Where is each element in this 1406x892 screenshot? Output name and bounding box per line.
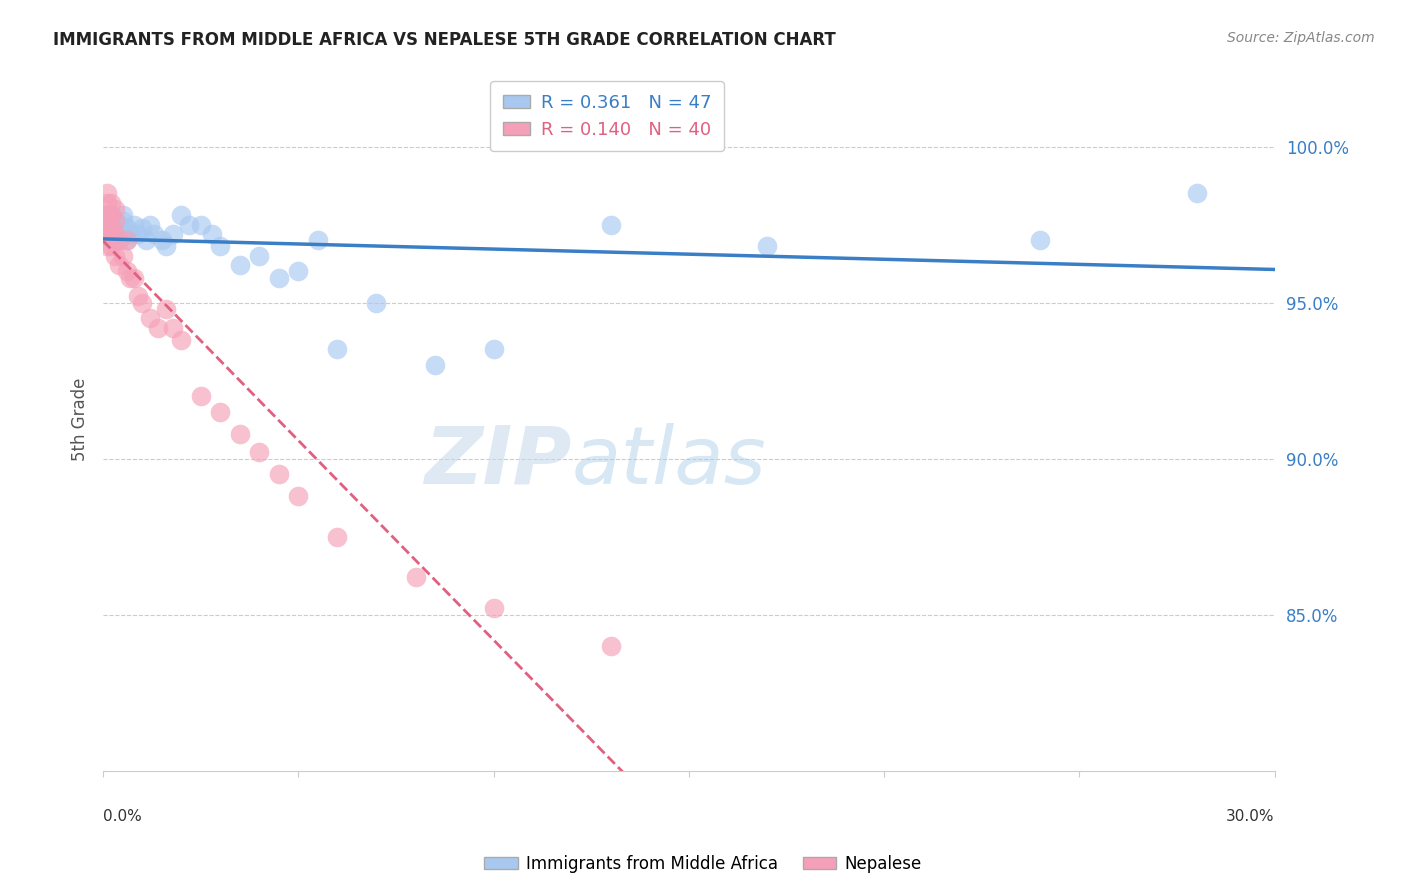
Point xyxy=(139,311,162,326)
Point xyxy=(135,233,157,247)
Point xyxy=(115,233,138,247)
Point xyxy=(150,233,173,247)
Point xyxy=(91,218,114,232)
Point xyxy=(100,239,122,253)
Point xyxy=(209,239,232,253)
Point xyxy=(104,214,127,228)
Point xyxy=(267,467,290,482)
Text: IMMIGRANTS FROM MIDDLE AFRICA VS NEPALESE 5TH GRADE CORRELATION CHART: IMMIGRANTS FROM MIDDLE AFRICA VS NEPALES… xyxy=(53,31,837,49)
Point xyxy=(155,301,177,316)
Point xyxy=(104,214,127,228)
Point xyxy=(104,249,127,263)
Point xyxy=(104,227,127,241)
Text: 30.0%: 30.0% xyxy=(1226,809,1275,824)
Point xyxy=(104,220,127,235)
Point xyxy=(107,233,129,247)
Point xyxy=(127,289,149,303)
Point xyxy=(107,224,129,238)
Point xyxy=(229,258,252,272)
Point xyxy=(229,426,252,441)
Point xyxy=(91,208,114,222)
Point xyxy=(756,239,779,253)
Point xyxy=(96,186,118,201)
Point xyxy=(170,208,193,222)
Text: Source: ZipAtlas.com: Source: ZipAtlas.com xyxy=(1227,31,1375,45)
Point xyxy=(326,343,349,357)
Point xyxy=(326,530,349,544)
Point xyxy=(100,195,122,210)
Y-axis label: 5th Grade: 5th Grade xyxy=(72,378,89,461)
Point xyxy=(482,601,505,615)
Point xyxy=(1029,233,1052,247)
Point xyxy=(599,639,621,653)
Point xyxy=(115,233,138,247)
Point xyxy=(146,320,169,334)
Point xyxy=(201,227,224,241)
Point xyxy=(287,264,309,278)
Text: atlas: atlas xyxy=(572,423,766,500)
Point xyxy=(96,208,118,222)
Legend: Immigrants from Middle Africa, Nepalese: Immigrants from Middle Africa, Nepalese xyxy=(478,848,928,880)
Point xyxy=(104,227,127,241)
Point xyxy=(124,270,146,285)
Point xyxy=(482,343,505,357)
Text: ZIP: ZIP xyxy=(425,423,572,500)
Point xyxy=(111,249,134,263)
Point xyxy=(131,220,153,235)
Point xyxy=(96,220,118,235)
Point xyxy=(100,220,122,235)
Point xyxy=(307,233,329,247)
Point xyxy=(177,218,200,232)
Point xyxy=(96,220,118,235)
Point xyxy=(127,227,149,241)
Point xyxy=(111,227,134,241)
Point xyxy=(124,218,146,232)
Point xyxy=(100,208,122,222)
Point xyxy=(100,220,122,235)
Point xyxy=(107,218,129,232)
Point xyxy=(91,227,114,241)
Text: 0.0%: 0.0% xyxy=(103,809,142,824)
Point xyxy=(190,389,212,403)
Point xyxy=(190,218,212,232)
Point xyxy=(96,233,118,247)
Point xyxy=(111,208,134,222)
Point xyxy=(162,227,184,241)
Point xyxy=(96,227,118,241)
Point xyxy=(139,218,162,232)
Point xyxy=(142,227,165,241)
Point xyxy=(107,258,129,272)
Point xyxy=(111,214,134,228)
Point xyxy=(115,264,138,278)
Point xyxy=(247,445,270,459)
Point xyxy=(247,249,270,263)
Point xyxy=(423,358,446,372)
Point xyxy=(162,320,184,334)
Point xyxy=(96,195,118,210)
Point xyxy=(96,227,118,241)
Point xyxy=(209,405,232,419)
Point xyxy=(107,233,129,247)
Point xyxy=(131,295,153,310)
Point xyxy=(100,227,122,241)
Point xyxy=(115,220,138,235)
Point xyxy=(599,218,621,232)
Legend: R = 0.361   N = 47, R = 0.140   N = 40: R = 0.361 N = 47, R = 0.140 N = 40 xyxy=(491,81,724,152)
Point xyxy=(405,570,427,584)
Point xyxy=(104,202,127,216)
Point xyxy=(170,333,193,347)
Point xyxy=(1185,186,1208,201)
Point xyxy=(267,270,290,285)
Point xyxy=(120,270,142,285)
Point xyxy=(96,239,118,253)
Point xyxy=(155,239,177,253)
Point xyxy=(100,208,122,222)
Point xyxy=(100,214,122,228)
Point xyxy=(366,295,388,310)
Point xyxy=(287,489,309,503)
Point xyxy=(120,227,142,241)
